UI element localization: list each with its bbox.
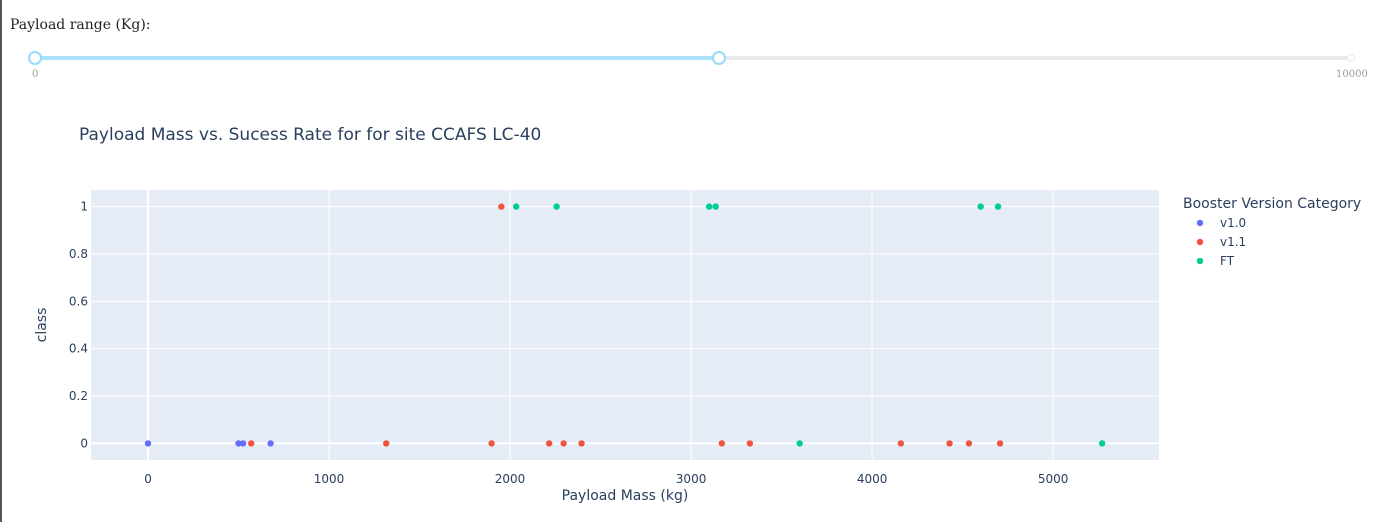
payload-scatter-chart: Payload Mass vs. Sucess Rate for for sit… (34, 125, 1361, 504)
data-point-v1-1 (383, 440, 390, 447)
data-point-ft (796, 440, 803, 447)
y-tick-label: 0.4 (69, 342, 88, 356)
payload-slider-max-dot (1347, 54, 1355, 62)
y-axis-ticks: 0 0.2 0.4 0.6 0.8 1 (69, 200, 88, 451)
data-point-ft (705, 203, 713, 210)
legend-item-label: FT (1220, 254, 1235, 268)
y-tick-label: 0.6 (69, 294, 88, 308)
payload-slider-min-handle[interactable] (28, 51, 42, 65)
data-point-ft (1098, 440, 1106, 447)
x-tick-label: 0 (144, 472, 152, 486)
plot-area (91, 190, 1159, 460)
payload-slider-min-mark: 0 (32, 69, 39, 80)
data-point-ft (977, 203, 984, 210)
data-point-ft (994, 203, 1002, 210)
data-point-v1-1 (498, 203, 505, 210)
data-point-v1-1 (897, 440, 905, 447)
chart-title: Payload Mass vs. Sucess Rate for for sit… (79, 125, 541, 145)
legend-title: Booster Version Category (1183, 196, 1361, 212)
payload-slider-max-mark: 10000 (1336, 69, 1368, 80)
legend: Booster Version Category v1.0 v1.1 FT (1183, 196, 1361, 268)
x-axis-label: Payload Mass (kg) (562, 488, 689, 504)
data-point-v1-1 (946, 440, 953, 447)
data-point-v1-1 (718, 440, 726, 447)
y-tick-label: 0.8 (69, 247, 88, 261)
x-tick-label: 3000 (676, 472, 707, 486)
data-point-v1-0 (267, 440, 274, 447)
x-tick-label: 4000 (857, 472, 888, 486)
data-point-v1-0 (239, 440, 247, 447)
data-point-v1-0 (144, 440, 152, 447)
data-point-v1-1 (965, 440, 973, 447)
legend-item-label: v1.0 (1220, 216, 1246, 230)
data-point-ft (553, 203, 560, 210)
data-point-v1-1 (545, 440, 553, 447)
data-point-v1-1 (746, 440, 754, 447)
data-point-v1-0 (235, 440, 242, 447)
payload-slider-label: Payload range (Kg): (10, 17, 151, 33)
data-point-v1-1 (488, 440, 495, 447)
data-point-v1-1 (578, 440, 585, 447)
legend-marker (1196, 257, 1204, 265)
data-point-ft (712, 203, 719, 210)
payload-slider-max-handle[interactable] (712, 51, 727, 65)
y-tick-label: 0.2 (69, 389, 88, 403)
data-point-v1-1 (996, 440, 1004, 447)
y-tick-label: 0 (80, 436, 88, 450)
x-axis-ticks: 0 1000 2000 3000 4000 5000 (144, 472, 1068, 486)
window-left-border (0, 0, 2, 522)
data-points (144, 203, 1106, 447)
data-point-v1-1 (248, 440, 255, 447)
payload-slider-selected-range (35, 56, 720, 60)
y-tick-label: 1 (80, 200, 88, 214)
y-axis-label: class (34, 308, 50, 343)
data-point-ft (513, 203, 520, 210)
x-tick-label: 1000 (314, 472, 345, 486)
x-tick-label: 5000 (1038, 472, 1069, 486)
legend-marker (1196, 238, 1204, 246)
x-tick-label: 2000 (495, 472, 526, 486)
legend-item-label: v1.1 (1220, 235, 1246, 249)
data-point-v1-1 (560, 440, 567, 447)
legend-marker (1196, 219, 1204, 227)
